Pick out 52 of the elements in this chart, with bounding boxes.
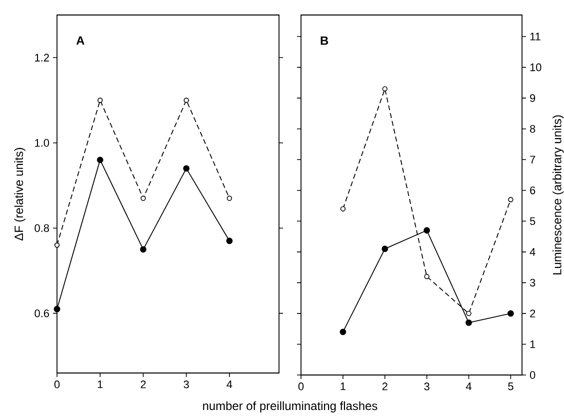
y-tick-label: 1.2 xyxy=(35,54,49,62)
annotation: B xyxy=(320,36,328,45)
point xyxy=(140,196,146,201)
y-tick-label: 3 xyxy=(530,278,536,287)
y-tick-label: 5 xyxy=(530,217,536,225)
point xyxy=(226,238,233,244)
point xyxy=(424,227,430,234)
x-tick-label: 4 xyxy=(466,382,472,390)
point xyxy=(340,206,346,212)
x-tick-label: 2 xyxy=(382,382,388,390)
x-tick-label: 3 xyxy=(184,380,189,388)
point xyxy=(98,98,103,103)
point xyxy=(340,328,346,336)
x-tick-label: 2 xyxy=(140,380,146,388)
y-tick-label: 4 xyxy=(530,248,536,256)
point xyxy=(507,310,514,317)
point xyxy=(226,196,232,201)
y-tick-label: 6 xyxy=(530,186,536,194)
point xyxy=(183,165,190,172)
point xyxy=(508,197,514,202)
x-tick-label: 1 xyxy=(98,380,103,388)
point xyxy=(54,306,60,312)
point xyxy=(382,246,388,252)
y-axis-title: ΔF (relative units) xyxy=(14,148,26,240)
point xyxy=(382,86,388,92)
y-tick-label: 9 xyxy=(530,94,536,102)
y-tick-label: 8 xyxy=(530,124,536,133)
point xyxy=(140,246,146,253)
y-tick-label: 0.8 xyxy=(34,224,49,232)
y-tick-label: 7 xyxy=(530,156,536,164)
point xyxy=(54,242,60,248)
point xyxy=(466,310,472,316)
point xyxy=(466,319,472,326)
point xyxy=(96,156,104,164)
y-tick-label: 11 xyxy=(530,32,540,40)
y-tick-label: 2 xyxy=(530,310,536,318)
x-tick-label: 4 xyxy=(226,380,232,388)
x-tick-label: 5 xyxy=(508,382,514,390)
annotation: A xyxy=(76,36,84,45)
x-axis-title: number of preilluminating flashes xyxy=(203,401,378,412)
y-axis-title: Luminescence (arbitrary units) xyxy=(552,115,564,274)
x-tick-label: 0 xyxy=(298,382,304,390)
point xyxy=(424,274,430,280)
x-tick-label: 3 xyxy=(424,382,430,390)
point xyxy=(184,98,189,103)
y-tick-label: 0 xyxy=(530,371,536,379)
y-tick-label: 1.0 xyxy=(35,138,50,147)
y-tick-label: 1 xyxy=(530,340,536,348)
x-tick-label: 0 xyxy=(54,380,60,388)
y-tick-label: 0.6 xyxy=(34,309,49,318)
y-tick-label: 10 xyxy=(530,63,542,72)
x-tick-label: 1 xyxy=(340,382,346,390)
